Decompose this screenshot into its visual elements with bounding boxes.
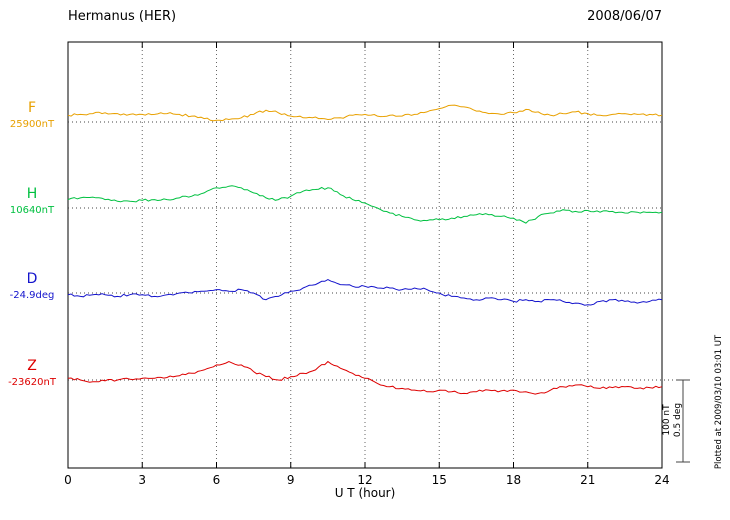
station-title: Hermanus (HER): [68, 9, 177, 24]
series-letter-D: D: [26, 271, 38, 287]
svg-text:3: 3: [138, 473, 146, 487]
svg-text:12: 12: [357, 473, 372, 487]
series-letter-H: H: [26, 186, 38, 202]
svg-text:0: 0: [64, 473, 72, 487]
scale-bar-label-deg: 0.5 deg: [673, 402, 683, 438]
series-label-Z: Z -23620nT: [0, 359, 64, 388]
series-baseline-D: -24.9deg: [9, 290, 55, 301]
series-label-H: H 10640nT: [0, 187, 64, 216]
series-letter-F: F: [27, 100, 37, 116]
plotted-timestamp-note: Plotted at 2009/03/10 03:01 UT: [714, 334, 724, 470]
svg-text:21: 21: [580, 473, 595, 487]
svg-text:18: 18: [506, 473, 521, 487]
series-label-D: D -24.9deg: [0, 272, 64, 301]
series-letter-Z: Z: [27, 358, 37, 374]
series-baseline-F: 25900nT: [9, 119, 55, 130]
x-axis-label: U T (hour): [334, 486, 396, 500]
series-label-F: F 25900nT: [0, 101, 64, 130]
series-baseline-H: 10640nT: [9, 205, 55, 216]
svg-text:6: 6: [213, 473, 221, 487]
svg-text:9: 9: [287, 473, 295, 487]
series-baseline-Z: -23620nT: [8, 377, 56, 388]
scale-bar-label-nt: 100 nT: [662, 404, 672, 436]
svg-text:15: 15: [432, 473, 447, 487]
svg-text:24: 24: [654, 473, 669, 487]
date-label: 2008/06/07: [587, 9, 662, 24]
